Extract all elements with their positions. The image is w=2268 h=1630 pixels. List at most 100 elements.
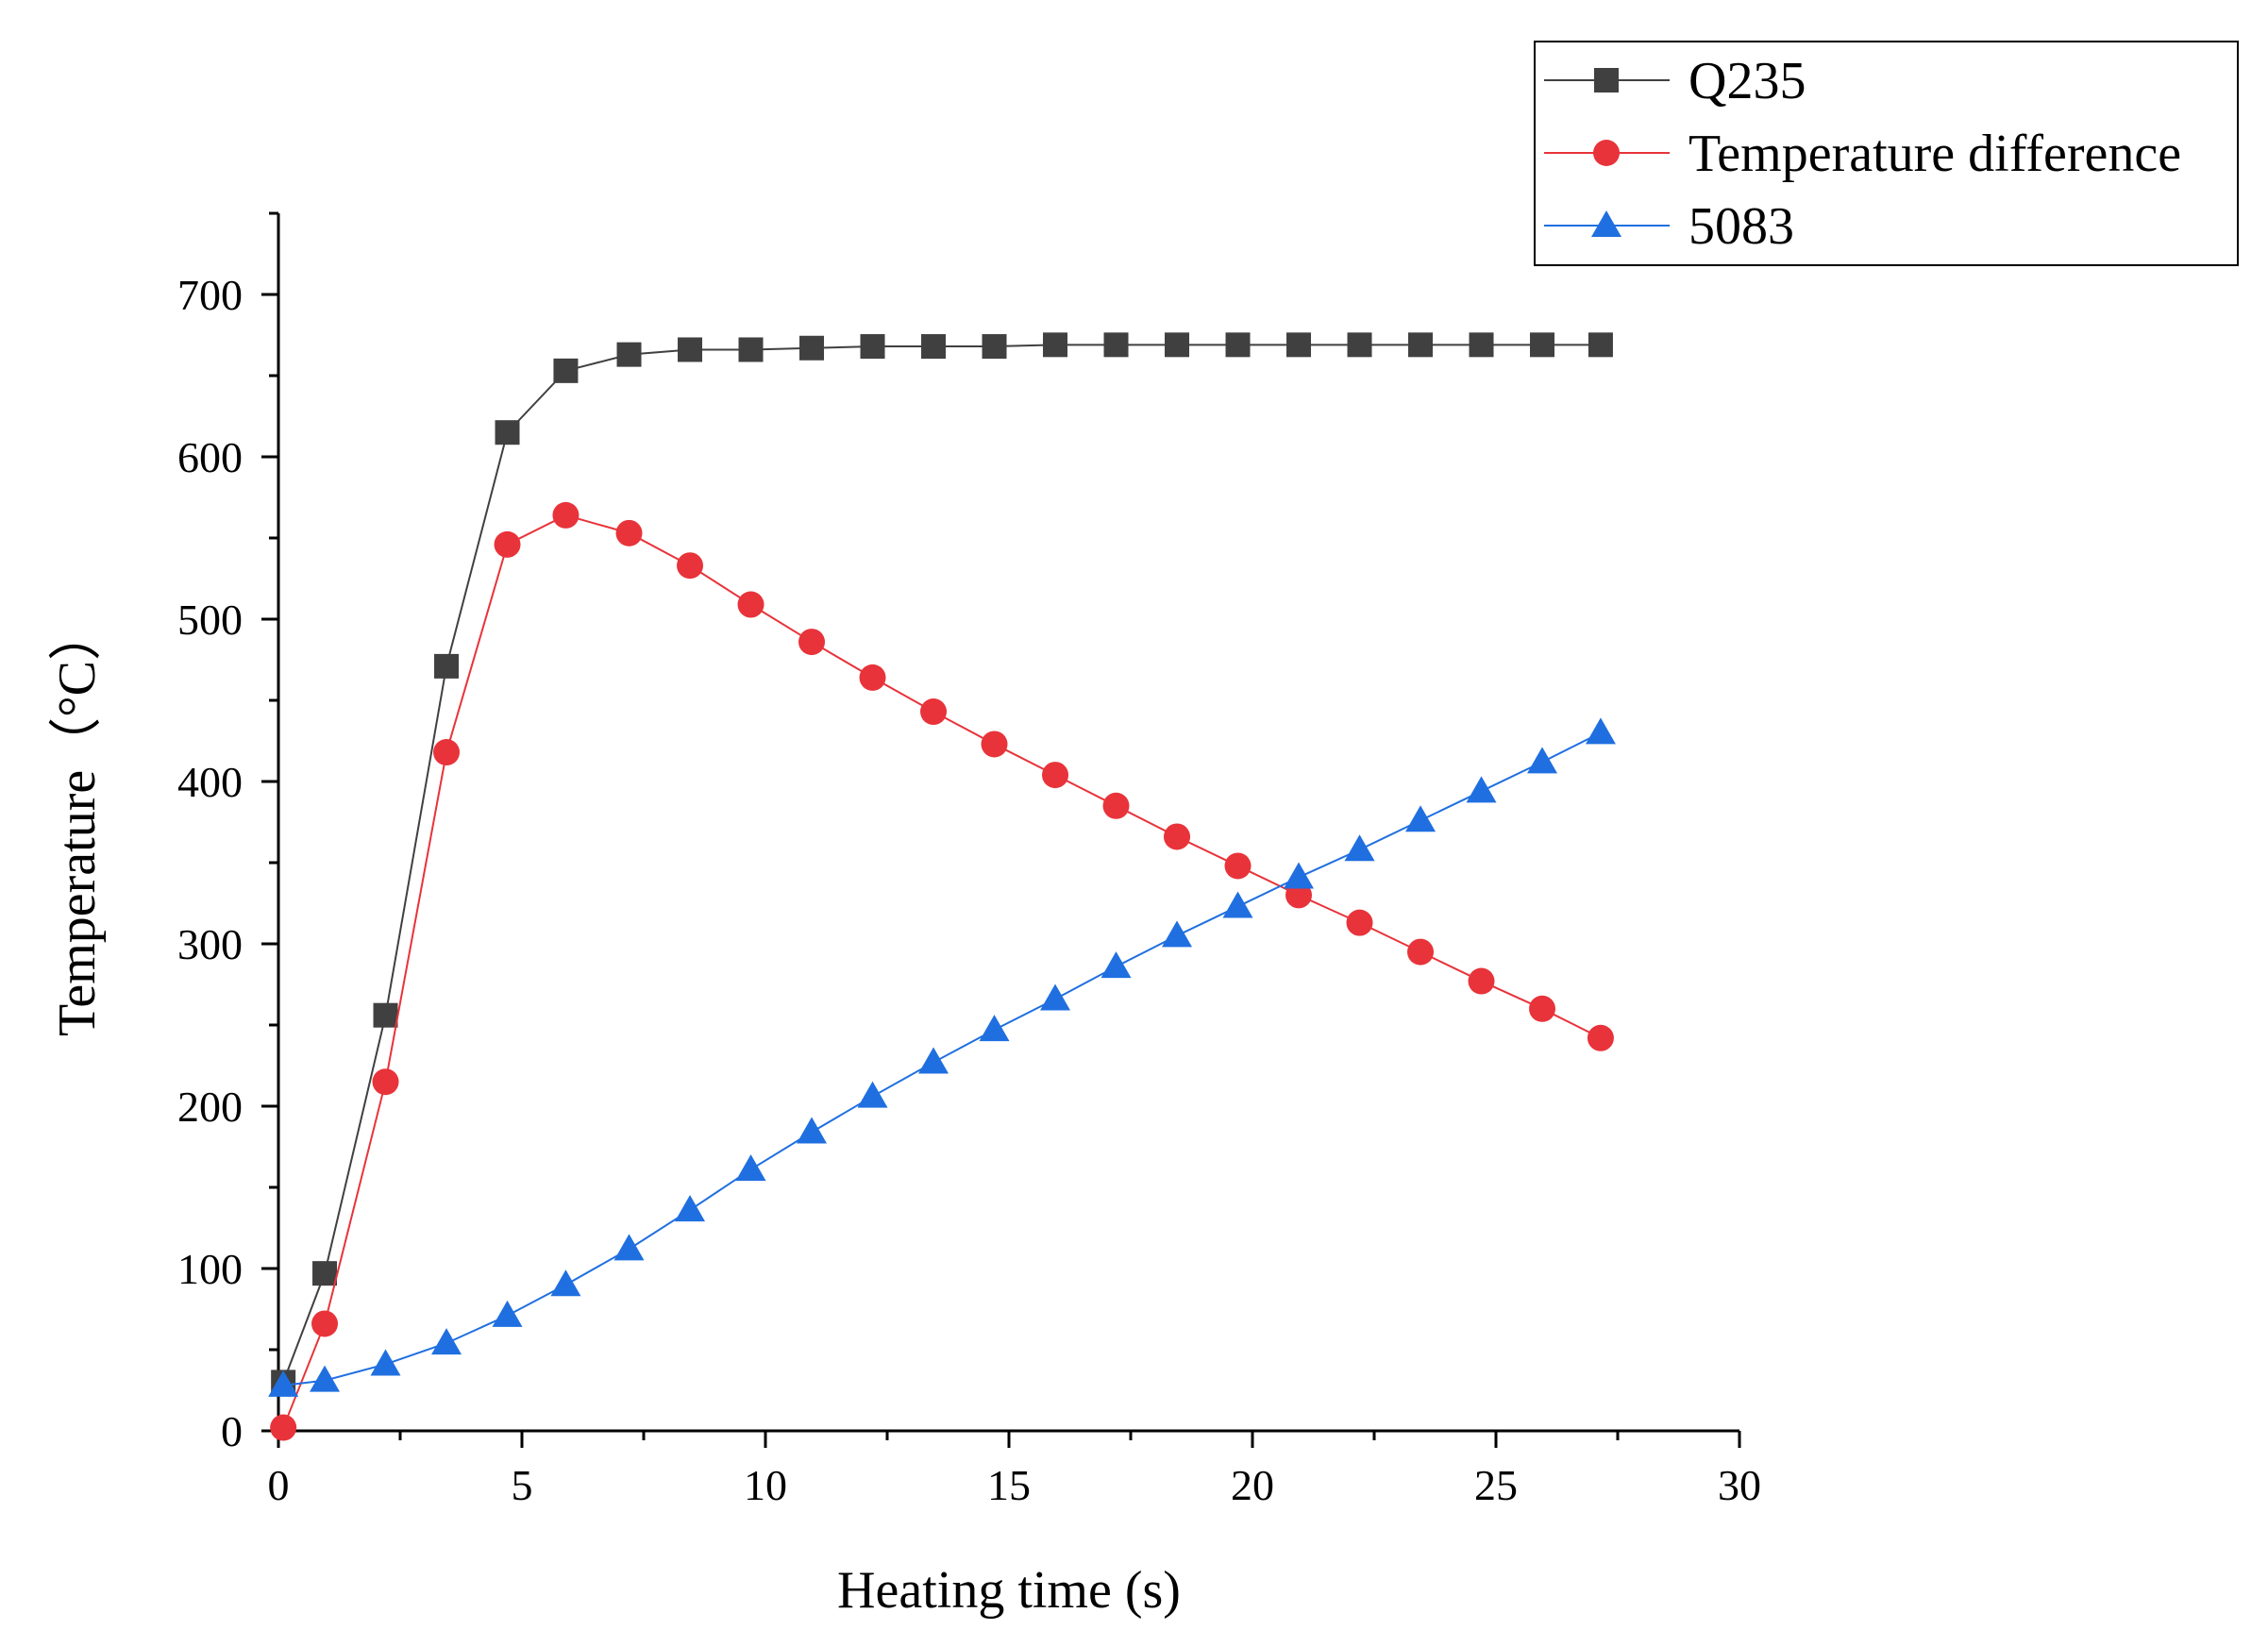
series-line: [282, 513, 1602, 1428]
data-point: [1284, 862, 1315, 889]
legend-marker: [1591, 210, 1621, 237]
y-tick-label: 0: [221, 1407, 243, 1455]
data-point: [433, 739, 461, 766]
x-tick-label: 30: [1718, 1461, 1761, 1509]
data-point: [492, 1300, 523, 1327]
data-point: [677, 552, 704, 580]
data-point: [1347, 332, 1372, 358]
data-point: [1469, 332, 1494, 358]
data-point: [1527, 747, 1558, 774]
data-point: [675, 1195, 706, 1222]
x-tick-label: 0: [268, 1461, 290, 1509]
data-point: [1165, 332, 1190, 358]
data-point: [1042, 762, 1069, 789]
data-point: [1468, 967, 1495, 995]
series-line: [283, 731, 1602, 1386]
data-point: [1530, 332, 1555, 358]
data-point: [1286, 332, 1312, 358]
data-point: [678, 337, 703, 362]
data-point: [1407, 938, 1435, 966]
x-tick-label: 15: [987, 1461, 1031, 1509]
legend-label: 5083: [1688, 197, 1794, 256]
legend-label: Temperature difference: [1688, 125, 2181, 183]
y-tick-label: 100: [177, 1245, 243, 1293]
data-point: [1225, 332, 1251, 358]
data-point: [1224, 852, 1252, 880]
legend-marker: [1594, 68, 1619, 92]
data-point: [1164, 823, 1191, 850]
series-q235: [271, 332, 1613, 1395]
data-point: [1405, 805, 1436, 832]
data-point: [921, 334, 947, 360]
x-axis-title: Heating time (s): [837, 1561, 1181, 1620]
data-point: [1529, 995, 1556, 1022]
data-point: [370, 1349, 401, 1376]
data-point: [1585, 717, 1616, 745]
data-point: [615, 519, 643, 546]
data-point: [799, 335, 825, 361]
legend-label: Q235: [1688, 52, 1806, 110]
y-tick-label: 400: [177, 758, 243, 806]
y-axis-title: Temperature（°C）: [48, 608, 107, 1036]
y-tick-label: 300: [177, 920, 243, 968]
data-point: [1466, 776, 1497, 803]
data-point: [1162, 920, 1193, 948]
data-point: [310, 1365, 341, 1392]
data-point: [798, 629, 826, 656]
series-temperature-difference: [270, 501, 1614, 1441]
x-tick-label: 5: [512, 1461, 533, 1509]
data-point: [920, 698, 948, 726]
y-tick-label: 200: [177, 1083, 243, 1131]
data-point: [372, 1068, 399, 1096]
series-line: [282, 344, 1601, 1383]
data-point: [982, 334, 1007, 360]
data-point: [857, 1081, 888, 1108]
data-point: [1100, 951, 1132, 979]
legend: Q235 Temperature difference 5083: [1534, 41, 2239, 266]
y-tick-label: 600: [177, 433, 243, 481]
data-point: [1102, 792, 1130, 819]
data-point: [1588, 332, 1613, 358]
legend-marker: [1593, 140, 1620, 166]
data-point: [737, 591, 764, 618]
data-point: [553, 358, 579, 383]
data-point: [1043, 332, 1068, 358]
data-point: [1408, 332, 1434, 358]
data-point: [1587, 1024, 1614, 1051]
data-point: [1346, 909, 1373, 936]
data-point: [616, 342, 642, 367]
data-point: [1040, 983, 1071, 1011]
data-point: [270, 1414, 297, 1441]
series-layer: [268, 332, 1616, 1441]
data-point: [613, 1234, 645, 1261]
x-tick-label: 10: [744, 1461, 787, 1509]
data-point: [311, 1310, 339, 1337]
data-point: [979, 1015, 1010, 1042]
x-tick-label: 25: [1474, 1461, 1518, 1509]
data-point: [1222, 891, 1253, 918]
data-point: [373, 1002, 398, 1028]
y-tick-label: 500: [177, 596, 243, 644]
data-point: [495, 420, 520, 445]
data-point: [1344, 834, 1375, 862]
data-point: [434, 653, 460, 679]
data-point: [981, 731, 1008, 758]
data-point: [268, 1370, 299, 1397]
data-point: [735, 1154, 766, 1182]
series-5083: [268, 717, 1616, 1397]
data-point: [550, 1269, 581, 1297]
y-tick-label: 700: [177, 271, 243, 319]
data-point: [494, 530, 521, 558]
data-point: [797, 1117, 828, 1144]
x-tick-label: 20: [1231, 1461, 1274, 1509]
data-point: [552, 501, 580, 529]
data-point: [738, 337, 764, 362]
data-point: [859, 664, 886, 691]
data-point: [860, 334, 885, 360]
data-point: [1103, 332, 1129, 358]
data-point: [312, 1261, 338, 1286]
data-point: [431, 1328, 462, 1355]
data-point: [918, 1047, 949, 1074]
